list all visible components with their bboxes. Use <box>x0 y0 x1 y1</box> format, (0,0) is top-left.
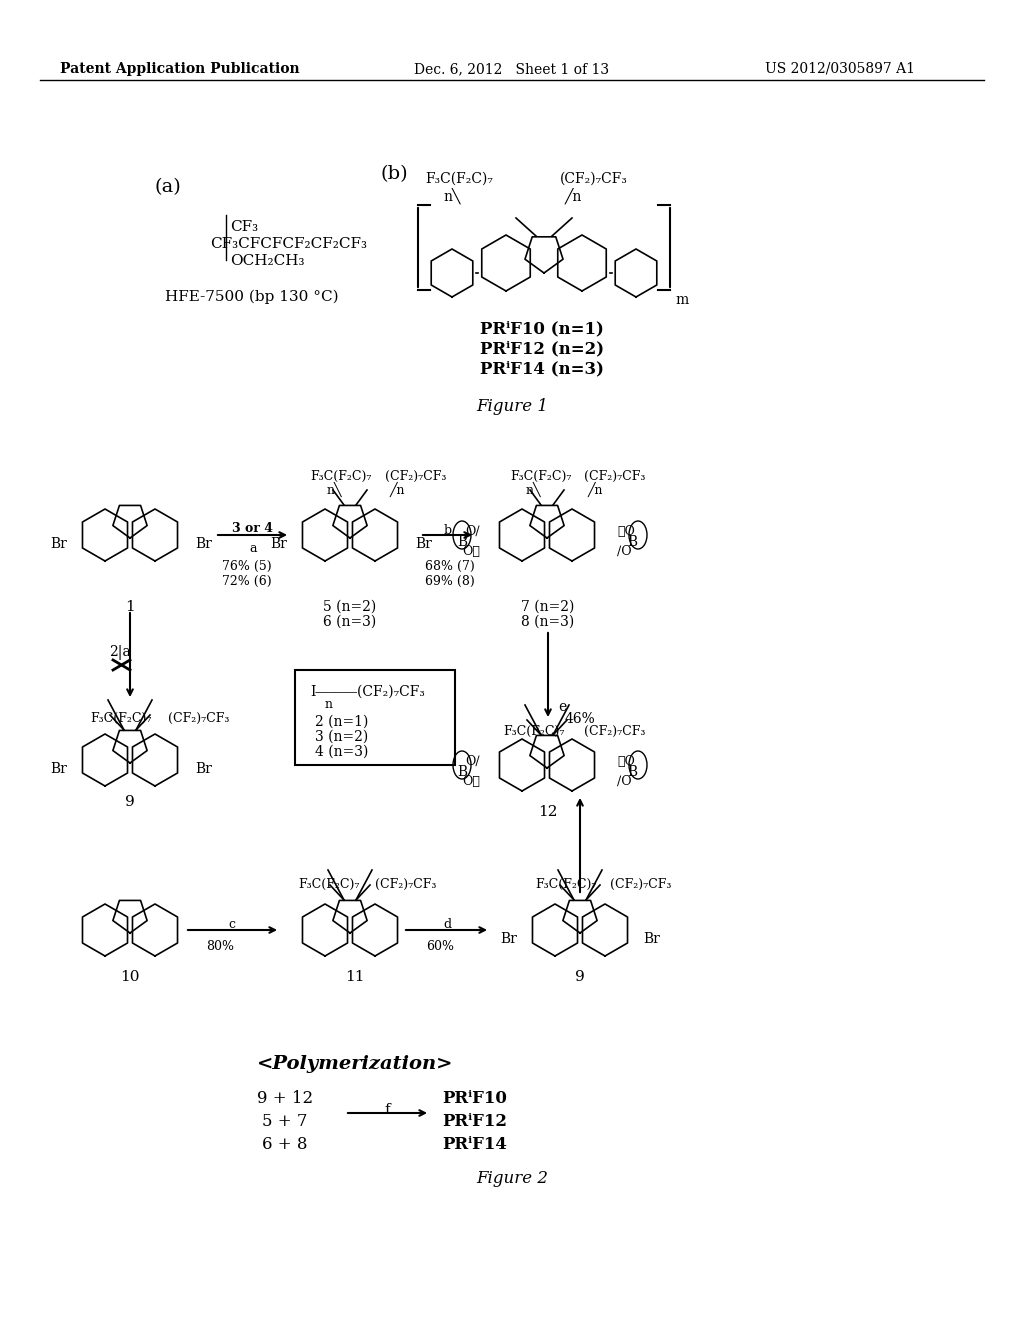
Text: ∖O: ∖O <box>617 525 635 539</box>
Text: O∕: O∕ <box>465 755 480 768</box>
Text: Br: Br <box>195 537 212 550</box>
Text: Figure 2: Figure 2 <box>476 1170 548 1187</box>
Text: 5 (n=2): 5 (n=2) <box>324 601 377 614</box>
Text: F₃C(F₂C)₇: F₃C(F₂C)₇ <box>90 711 152 725</box>
Text: O∖: O∖ <box>462 545 480 558</box>
Text: ╱n: ╱n <box>588 482 603 498</box>
Text: 8 (n=3): 8 (n=3) <box>521 615 574 630</box>
Text: 68% (7): 68% (7) <box>425 560 475 573</box>
Text: Dec. 6, 2012   Sheet 1 of 13: Dec. 6, 2012 Sheet 1 of 13 <box>415 62 609 77</box>
Text: Br: Br <box>195 762 212 776</box>
Text: B: B <box>627 535 637 549</box>
Text: c: c <box>228 917 236 931</box>
Text: ∕O: ∕O <box>617 775 632 788</box>
Text: 46%: 46% <box>565 711 596 726</box>
Text: (CF₂)₇CF₃: (CF₂)₇CF₃ <box>385 470 446 483</box>
Text: a: a <box>249 543 257 554</box>
Text: PRⁱF10 (n=1): PRⁱF10 (n=1) <box>480 319 604 337</box>
Text: PRⁱF10: PRⁱF10 <box>442 1090 508 1107</box>
Text: (a): (a) <box>155 178 181 195</box>
Text: (CF₂)₇CF₃: (CF₂)₇CF₃ <box>375 878 436 891</box>
Text: (CF₂)₇CF₃: (CF₂)₇CF₃ <box>584 470 645 483</box>
Text: F₃C(F₂C)₇: F₃C(F₂C)₇ <box>535 878 596 891</box>
Text: CF₃CFCFCF₂CF₂CF₃: CF₃CFCFCF₂CF₂CF₃ <box>210 238 367 251</box>
Text: 2 (n=1): 2 (n=1) <box>315 715 369 729</box>
Text: US 2012/0305897 A1: US 2012/0305897 A1 <box>765 62 915 77</box>
Text: n╲: n╲ <box>443 187 461 205</box>
Text: O∖: O∖ <box>462 775 480 788</box>
Text: 12: 12 <box>539 805 558 818</box>
Text: 4 (n=3): 4 (n=3) <box>315 744 369 759</box>
Text: PRⁱF12 (n=2): PRⁱF12 (n=2) <box>480 341 604 356</box>
Text: B: B <box>627 766 637 779</box>
Text: 7 (n=2): 7 (n=2) <box>521 601 574 614</box>
Text: n: n <box>325 698 333 711</box>
Text: Br: Br <box>415 537 432 550</box>
Text: PRⁱF12: PRⁱF12 <box>442 1113 508 1130</box>
Text: PRⁱF14: PRⁱF14 <box>442 1137 508 1152</box>
Text: ╱n: ╱n <box>390 482 406 498</box>
Text: Br: Br <box>643 932 659 946</box>
Text: 3 (n=2): 3 (n=2) <box>315 730 369 744</box>
Text: 60%: 60% <box>426 940 454 953</box>
Text: 72% (6): 72% (6) <box>222 576 271 587</box>
Text: m: m <box>675 293 688 308</box>
Text: (CF₂)₇CF₃: (CF₂)₇CF₃ <box>560 172 628 186</box>
Text: 5 + 7: 5 + 7 <box>262 1113 308 1130</box>
Text: ∖O: ∖O <box>617 755 635 768</box>
Text: 69% (8): 69% (8) <box>425 576 475 587</box>
Text: F₃C(F₂C)₇: F₃C(F₂C)₇ <box>298 878 359 891</box>
Text: F₃C(F₂C)₇: F₃C(F₂C)₇ <box>503 725 564 738</box>
Text: (CF₂)₇CF₃: (CF₂)₇CF₃ <box>584 725 645 738</box>
Text: n╲: n╲ <box>526 482 542 498</box>
Text: 80%: 80% <box>206 940 234 953</box>
Text: O∕: O∕ <box>465 525 480 539</box>
Text: OCH₂CH₃: OCH₂CH₃ <box>230 253 304 268</box>
Text: 11: 11 <box>345 970 365 983</box>
Text: Patent Application Publication: Patent Application Publication <box>60 62 300 77</box>
Text: 9 + 12: 9 + 12 <box>257 1090 313 1107</box>
Text: <Polymerization>: <Polymerization> <box>257 1055 454 1073</box>
Text: F₃C(F₂C)₇: F₃C(F₂C)₇ <box>310 470 372 483</box>
Text: F₃C(F₂C)₇: F₃C(F₂C)₇ <box>510 470 571 483</box>
Text: f: f <box>384 1104 390 1117</box>
Text: HFE-7500 (bp 130 °C): HFE-7500 (bp 130 °C) <box>165 290 339 305</box>
Text: 10: 10 <box>120 970 139 983</box>
Text: (b): (b) <box>380 165 408 183</box>
Text: CF₃: CF₃ <box>230 220 258 234</box>
Text: (CF₂)₇CF₃: (CF₂)₇CF₃ <box>610 878 672 891</box>
Text: 3 or 4: 3 or 4 <box>232 521 273 535</box>
Text: I―――(CF₂)₇CF₃: I―――(CF₂)₇CF₃ <box>310 685 425 700</box>
Text: 9: 9 <box>125 795 135 809</box>
Text: Figure 1: Figure 1 <box>476 399 548 414</box>
Text: b: b <box>444 524 452 537</box>
Text: Br: Br <box>500 932 517 946</box>
Text: d: d <box>443 917 451 931</box>
Text: PRⁱF14 (n=3): PRⁱF14 (n=3) <box>480 360 604 378</box>
Text: 1: 1 <box>125 601 135 614</box>
Text: 6 (n=3): 6 (n=3) <box>324 615 377 630</box>
Text: B: B <box>457 766 467 779</box>
Text: Br: Br <box>270 537 287 550</box>
Text: B: B <box>457 535 467 549</box>
Text: 2|a: 2|a <box>110 645 131 660</box>
Text: 6 + 8: 6 + 8 <box>262 1137 308 1152</box>
Text: ╱n: ╱n <box>565 187 583 205</box>
Text: F₃C(F₂C)₇: F₃C(F₂C)₇ <box>425 172 493 186</box>
Text: 9: 9 <box>575 970 585 983</box>
Text: e: e <box>558 700 566 714</box>
Text: Br: Br <box>50 537 67 550</box>
Bar <box>295 671 455 766</box>
Text: Br: Br <box>50 762 67 776</box>
Text: (CF₂)₇CF₃: (CF₂)₇CF₃ <box>168 711 229 725</box>
Text: n╲: n╲ <box>327 482 342 498</box>
Text: ∕O: ∕O <box>617 545 632 558</box>
Text: 76% (5): 76% (5) <box>222 560 271 573</box>
